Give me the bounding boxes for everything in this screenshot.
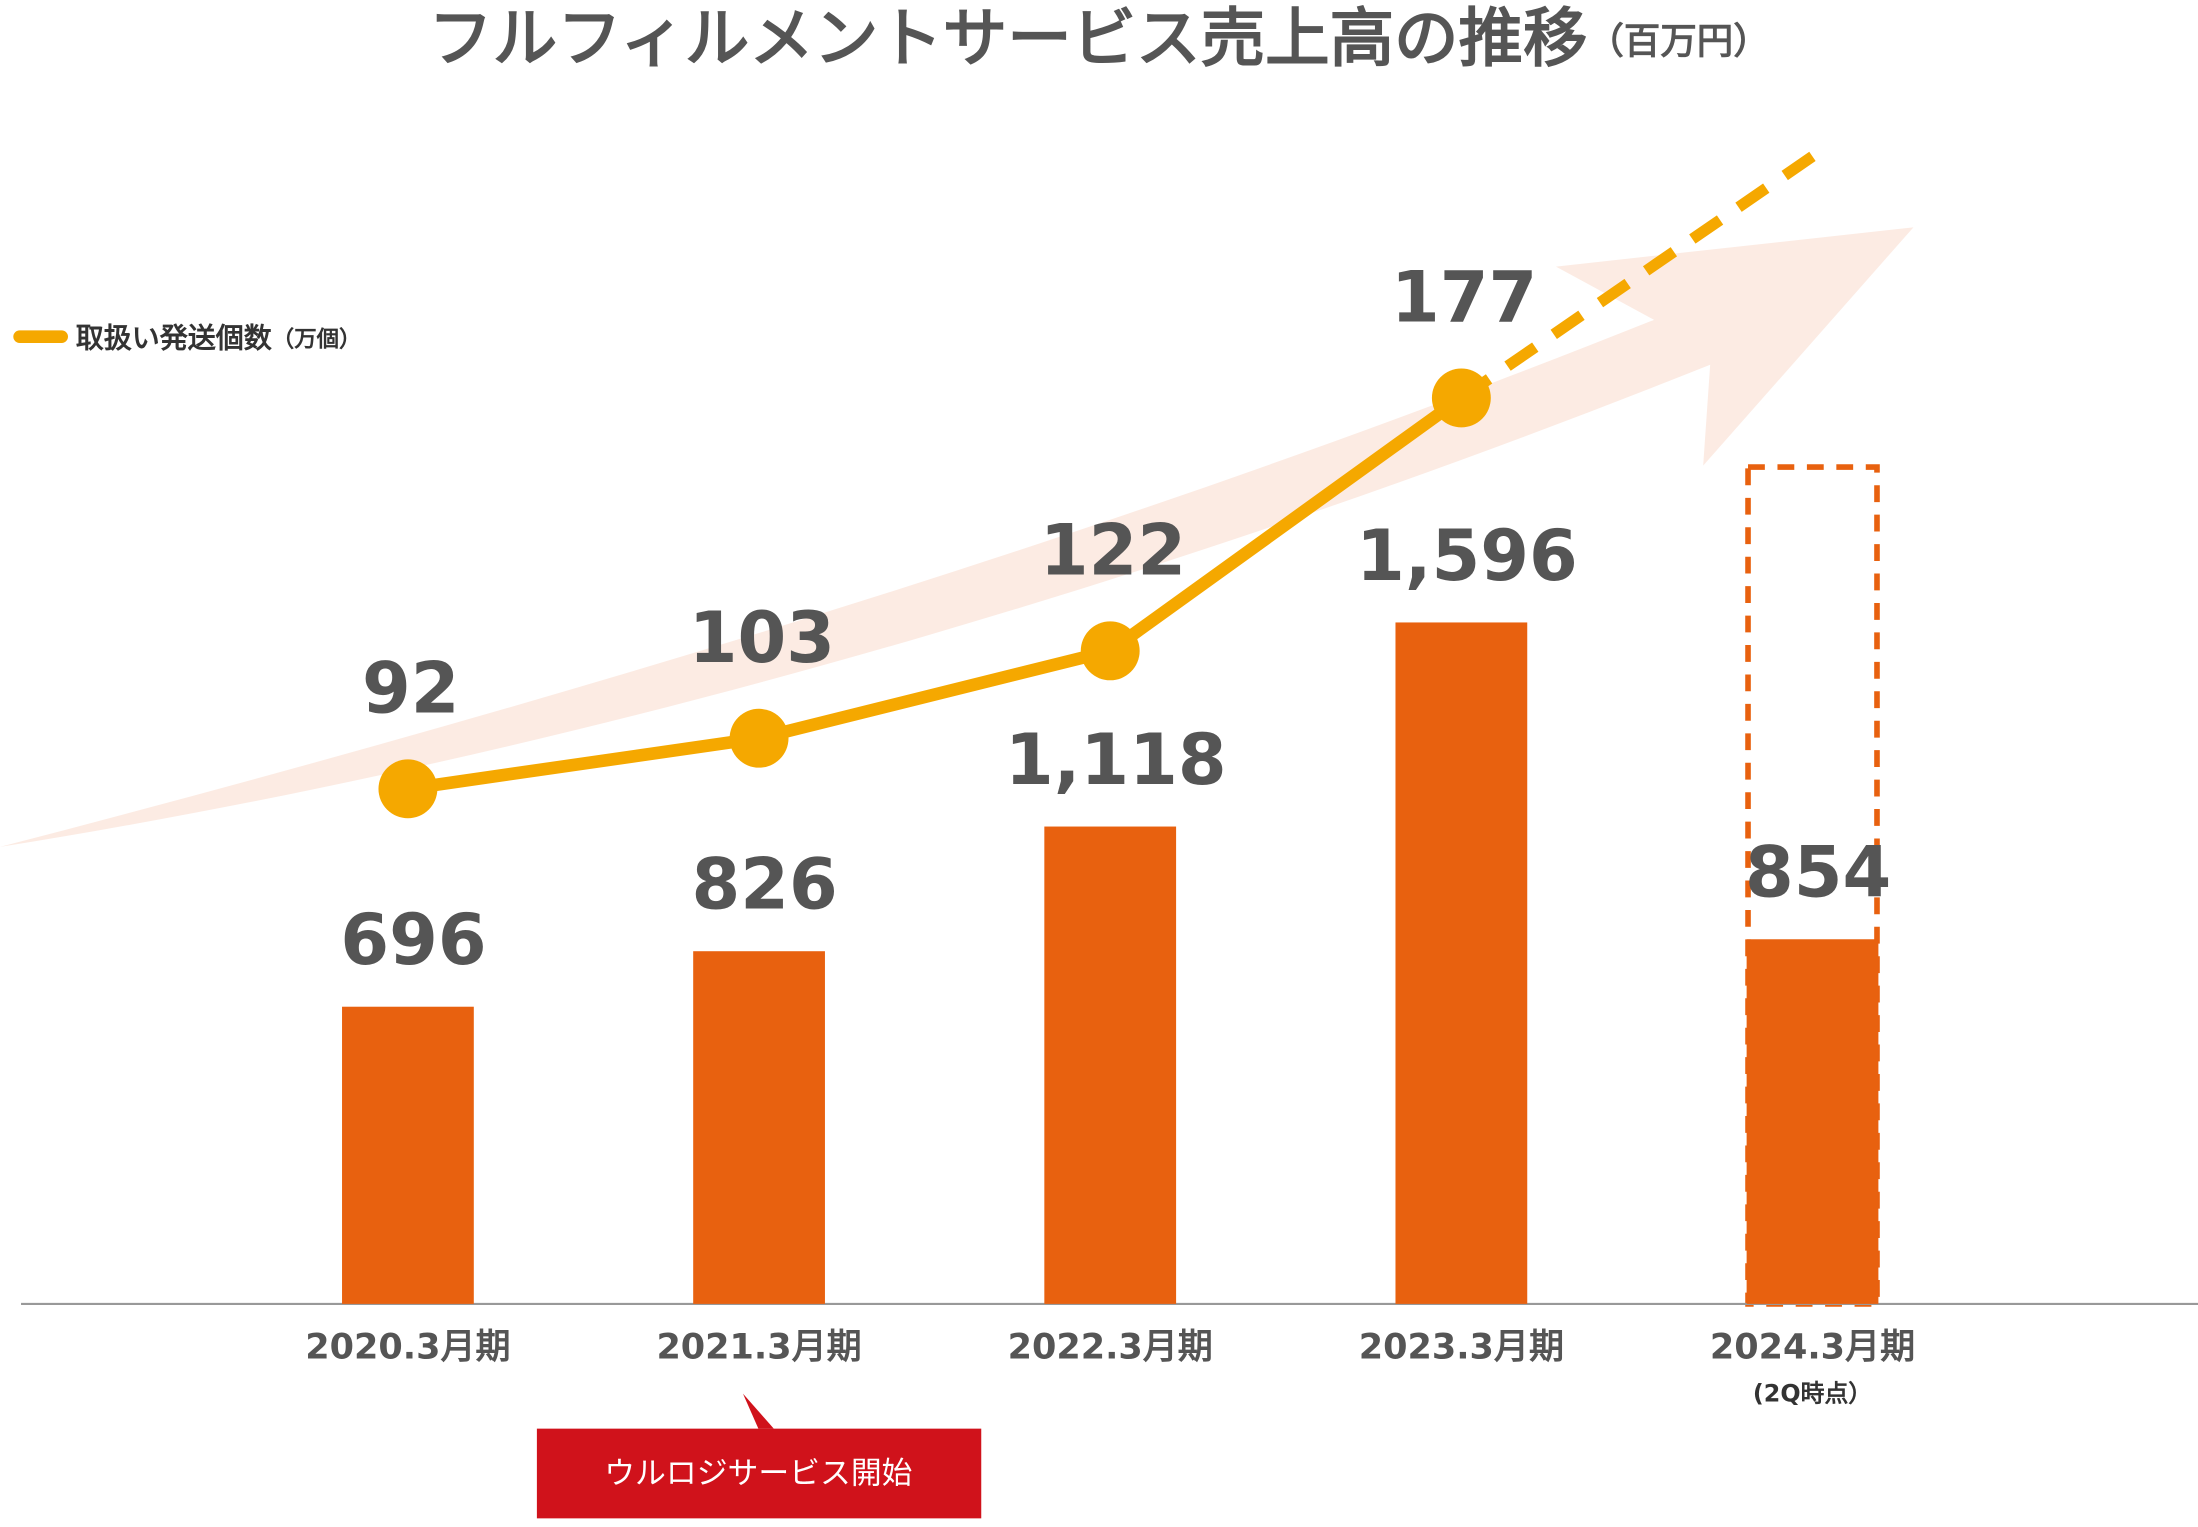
callout-text: ウルロジサービス開始	[604, 1455, 912, 1491]
line-point	[729, 708, 789, 768]
bar	[1044, 826, 1177, 1304]
line-value-label: 122	[1040, 510, 1186, 592]
bar-value-label: 1,596	[1356, 515, 1578, 597]
bar-value-label: 854	[1745, 832, 1891, 914]
callout-box	[536, 1428, 982, 1519]
legend-label: 取扱い発送個数（万個）	[76, 321, 362, 354]
category-note: (2Q時点）	[1753, 1380, 1872, 1408]
bar	[1746, 939, 1879, 1304]
line	[407, 392, 1466, 796]
x-tick-label: 2021.3月期	[656, 1327, 861, 1368]
legend-unit: （万個）	[272, 326, 362, 352]
line-point	[378, 759, 438, 819]
line-value-label: 103	[689, 597, 835, 679]
line-point	[1080, 621, 1140, 681]
legend-name: 取扱い発送個数	[76, 321, 273, 354]
trend-arrow	[0, 227, 1914, 847]
bar	[693, 951, 825, 1304]
title: フルフィルメントサービス売上高の推移	[428, 1, 1587, 76]
x-tick-label: 2023.3月期	[1359, 1327, 1564, 1368]
line-point	[1431, 368, 1491, 428]
bar	[342, 1006, 474, 1304]
callout-pointer	[742, 1393, 774, 1429]
chart-title: フルフィルメントサービス売上高の推移（百万円）	[428, 1, 1769, 76]
x-tick-label: 2020.3月期	[305, 1327, 510, 1368]
x-tick-label: 2024.3月期	[1710, 1327, 1915, 1368]
bar-value-label: 1,118	[1005, 719, 1227, 801]
trend-extension	[1458, 149, 1819, 403]
bar	[1395, 622, 1528, 1304]
line-value-label: 92	[362, 648, 460, 730]
bar-value-label: 826	[692, 844, 838, 926]
subtitle: （百万円）	[1587, 19, 1769, 62]
bar-value-label: 696	[340, 899, 486, 981]
x-tick-label: 2022.3月期	[1008, 1327, 1213, 1368]
line-value-label: 177	[1391, 257, 1537, 339]
